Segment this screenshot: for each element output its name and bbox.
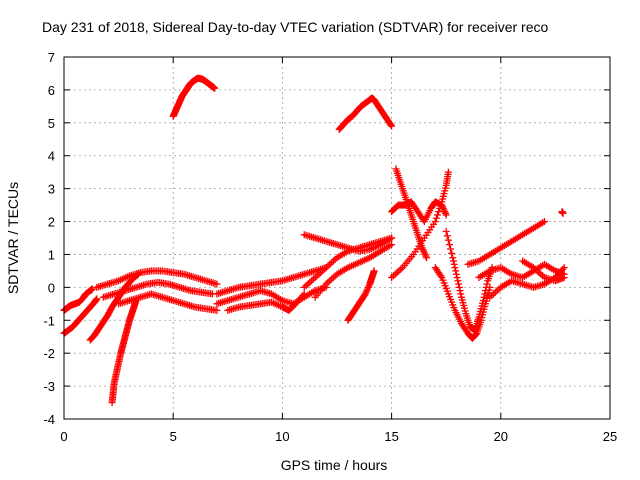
data-point (418, 244, 426, 252)
y-tick-label: -1 (43, 313, 55, 328)
data-point (213, 306, 221, 314)
data-point (482, 287, 490, 295)
data-point (454, 277, 462, 285)
data-point (449, 254, 457, 262)
data-point (540, 218, 548, 226)
data-point (361, 290, 369, 298)
data-point (452, 270, 460, 278)
data-point (479, 297, 487, 305)
data-point (452, 267, 460, 275)
data-point (483, 280, 491, 288)
x-tick-label: 20 (494, 429, 508, 444)
x-tick-label: 0 (60, 429, 67, 444)
data-point (420, 249, 428, 257)
data-point (443, 232, 451, 240)
data-point (441, 208, 449, 216)
data-point (445, 241, 453, 249)
data-point (450, 260, 458, 268)
data-point (364, 283, 372, 291)
data-point (472, 330, 480, 338)
data-point (422, 252, 430, 260)
data-point (559, 209, 567, 217)
y-tick-label: 3 (48, 182, 55, 197)
data-point (440, 206, 448, 214)
data-point (388, 122, 396, 130)
data-point (457, 290, 465, 298)
data-point (88, 285, 96, 293)
data-point (435, 208, 443, 216)
data-point (423, 254, 431, 262)
y-tick-label: -3 (43, 379, 55, 394)
data-point (211, 84, 219, 92)
data-point (436, 204, 444, 212)
data-point (432, 214, 440, 222)
data-point (420, 247, 428, 255)
data-point (559, 265, 567, 273)
grid-lines (64, 57, 610, 419)
y-tick-label: -2 (43, 346, 55, 361)
plot-frame (63, 56, 611, 420)
data-point (448, 249, 456, 257)
data-point (441, 209, 449, 217)
y-tick-label: 5 (48, 116, 55, 131)
x-tick-label: 5 (170, 429, 177, 444)
data-point (370, 267, 378, 275)
data-point (451, 264, 459, 272)
data-point (431, 218, 439, 226)
data-point (444, 236, 452, 244)
data-markers (60, 74, 568, 407)
axis-ticks: 0 5 10 15 20 25 -4 -3 -2 -1 0 1 2 3 4 5 6 7 (43, 50, 617, 444)
data-point (471, 331, 479, 339)
data-point (433, 211, 441, 219)
data-point (363, 287, 371, 295)
y-tick-label: 0 (48, 280, 55, 295)
data-point (362, 288, 370, 296)
data-point (388, 241, 396, 249)
data-point (437, 201, 445, 209)
data-point (455, 280, 463, 288)
y-tick-label: 1 (48, 247, 55, 262)
data-point (442, 211, 450, 219)
data-point (300, 290, 308, 298)
data-point (93, 295, 101, 303)
data-point (299, 292, 307, 300)
y-tick-label: 7 (48, 50, 55, 65)
data-point (453, 273, 461, 281)
data-point (560, 264, 568, 272)
data-point (449, 257, 457, 265)
y-tick-label: 2 (48, 215, 55, 230)
data-point (481, 290, 489, 298)
data-point (444, 168, 452, 176)
data-point (560, 273, 568, 281)
data-point (442, 227, 450, 235)
y-axis-label: SDTVAR / TECUs (5, 182, 21, 294)
x-axis-label: GPS time / hours (281, 457, 388, 473)
x-tick-label: 10 (275, 429, 289, 444)
data-point (387, 121, 395, 129)
data-point (482, 283, 490, 291)
data-point (456, 287, 464, 295)
y-tick-label: -4 (43, 412, 55, 427)
data-point (455, 283, 463, 291)
y-tick-label: 4 (48, 149, 55, 164)
data-point (213, 280, 221, 288)
y-tick-label: 6 (48, 83, 55, 98)
data-point (447, 245, 455, 253)
x-tick-label: 25 (603, 429, 617, 444)
data-point (364, 285, 372, 293)
chart-title: Day 231 of 2018, Sidereal Day-to-day VTE… (42, 19, 548, 35)
data-point (388, 234, 396, 242)
data-point (437, 272, 445, 280)
x-tick-label: 15 (384, 429, 398, 444)
data-point (421, 250, 429, 258)
